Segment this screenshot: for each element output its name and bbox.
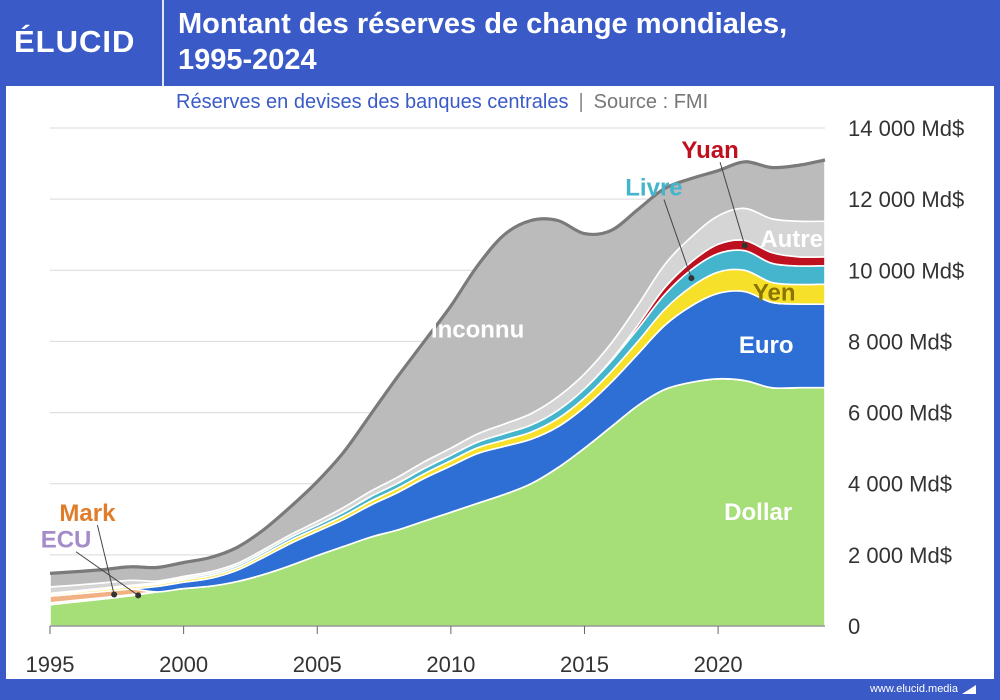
y-tick-label-14000: 14 000 Md$ xyxy=(848,116,964,141)
leader-livre xyxy=(663,199,692,279)
marker-yuan xyxy=(741,242,748,249)
header-bar: ÉLUCID Montant des réserves de change mo… xyxy=(0,0,1000,86)
header-divider xyxy=(162,0,164,86)
axis-layer: 0 2 000 Md$ 4 000 Md$ 6 000 Md$ 8 000 Md$ 10 … xyxy=(26,116,965,677)
x-tick-label-2015: 2015 xyxy=(560,652,609,677)
series-label-euro: Euro xyxy=(739,332,794,359)
marker-mark xyxy=(111,591,118,598)
series-label-inconnu: Inconnu xyxy=(431,316,524,343)
subtitle-separator: | xyxy=(578,91,584,113)
total-line xyxy=(49,158,826,575)
series-label-dollar: Dollar xyxy=(724,499,792,526)
area-layer xyxy=(49,159,826,627)
chart-title-line1: Montant des réserves de change mondiales… xyxy=(178,8,788,40)
chart-title: Montant des réserves de change mondiales… xyxy=(178,6,978,78)
series-label-ecu: ECU xyxy=(41,527,92,554)
label-layer: Dollar Euro Yen Autres Inconnu Livre Yuan MarkE… xyxy=(41,137,836,599)
series-label-livre: Livre xyxy=(625,175,682,202)
line-layer xyxy=(49,158,826,575)
series-label-yen: Yen xyxy=(753,279,796,306)
series-label-mark: Mark xyxy=(59,500,116,527)
y-tick-label-2000: 2 000 Md$ xyxy=(848,543,952,568)
leader-ecu xyxy=(75,551,139,596)
marker-ecu xyxy=(135,592,142,599)
footer-url[interactable]: www.elucid.media xyxy=(869,683,958,695)
elucid-logo: ÉLUCID xyxy=(14,24,136,59)
series-label-autres: Autres xyxy=(760,226,836,253)
y-tick-label-4000: 4 000 Md$ xyxy=(848,472,952,497)
x-tick-label-2005: 2005 xyxy=(293,652,342,677)
x-tick-label-2010: 2010 xyxy=(426,652,475,677)
chart-subtitle: Réserves en devises des banques centrale… xyxy=(176,89,708,115)
series-label-yuan: Yuan xyxy=(681,137,738,164)
chart-title-line2: 1995-2024 xyxy=(178,44,317,76)
marker-livre xyxy=(688,275,695,282)
y-tick-label-6000: 6 000 Md$ xyxy=(848,401,952,426)
y-tick-label-8000: 8 000 Md$ xyxy=(848,329,952,354)
y-tick-label-10000: 10 000 Md$ xyxy=(848,258,964,283)
y-tick-label-12000: 12 000 Md$ xyxy=(848,187,964,212)
source-text: Source : FMI xyxy=(593,91,709,113)
x-tick-label-1995: 1995 xyxy=(26,652,75,677)
subtitle-text: Réserves en devises des banques centrale… xyxy=(176,91,569,113)
leader-mark xyxy=(96,524,115,595)
footer-arrow-icon xyxy=(962,685,976,694)
y-tick-label-0: 0 xyxy=(848,614,860,639)
x-tick-label-2000: 2000 xyxy=(159,652,208,677)
x-tick-label-2020: 2020 xyxy=(694,652,743,677)
leader-yuan xyxy=(719,162,746,246)
